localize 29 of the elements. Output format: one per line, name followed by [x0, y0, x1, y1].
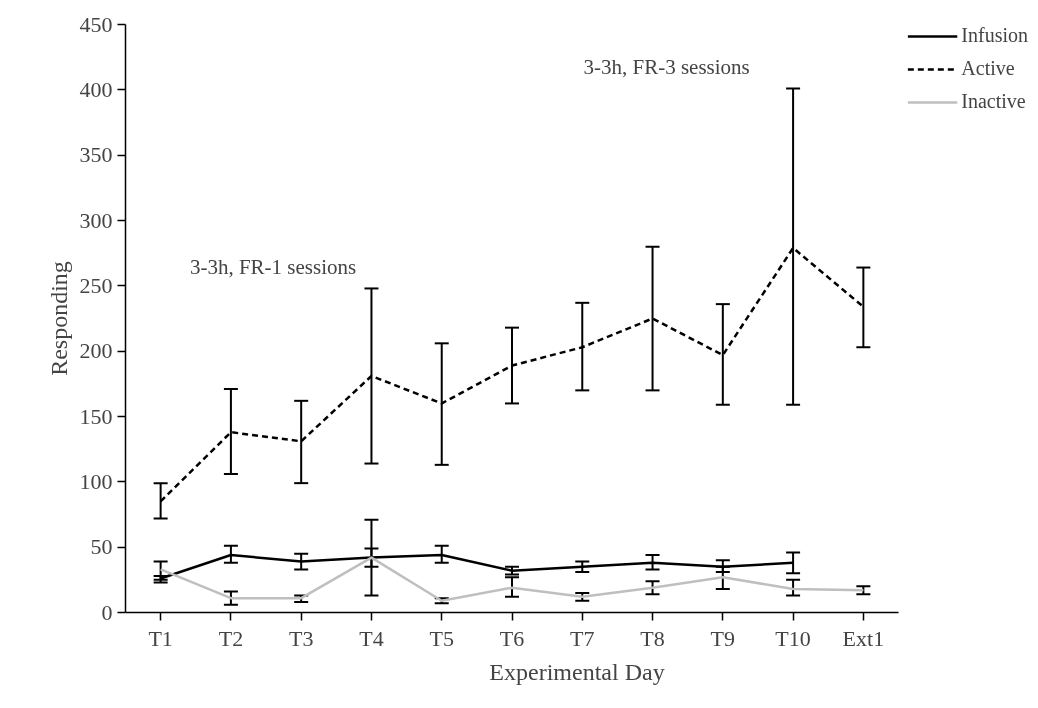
x-tick-label: T9 — [710, 625, 736, 651]
line-series — [159, 556, 865, 602]
y-tick-label: 100 — [79, 468, 113, 494]
y-tick-label: 400 — [79, 76, 113, 102]
x-axis-title: Experimental Day — [489, 658, 665, 685]
legend-label: Infusion — [961, 24, 1028, 47]
x-tick-label: Ext1 — [842, 625, 885, 651]
x-tick-label: T6 — [499, 625, 525, 651]
y-tick-label: 150 — [79, 403, 113, 429]
y-tick-label: 200 — [79, 338, 113, 364]
y-tick-label: 350 — [79, 142, 113, 168]
legend-label: Active — [961, 57, 1015, 80]
x-tick-label: T1 — [148, 625, 173, 651]
x-tick-label: T3 — [288, 625, 314, 651]
x-tick-label: T10 — [775, 625, 811, 651]
y-tick-label: 300 — [79, 207, 113, 233]
x-tick-label: T4 — [359, 625, 384, 651]
x-tick-label: T7 — [570, 625, 595, 651]
y-tick-label: 0 — [101, 599, 113, 625]
x-tick-label: T2 — [218, 625, 244, 651]
legend-label: Inactive — [961, 90, 1026, 113]
y-axis-title: Responding — [45, 261, 72, 376]
y-tick-label: 250 — [79, 272, 113, 298]
y-tick-label: 50 — [90, 534, 113, 560]
x-tick-label: T5 — [429, 625, 454, 651]
annotation: 3-3h, FR-1 sessions — [189, 255, 357, 280]
y-tick-label: 450 — [79, 11, 113, 37]
annotation: 3-3h, FR-3 sessions — [583, 55, 750, 80]
x-tick-label: T8 — [640, 625, 665, 651]
